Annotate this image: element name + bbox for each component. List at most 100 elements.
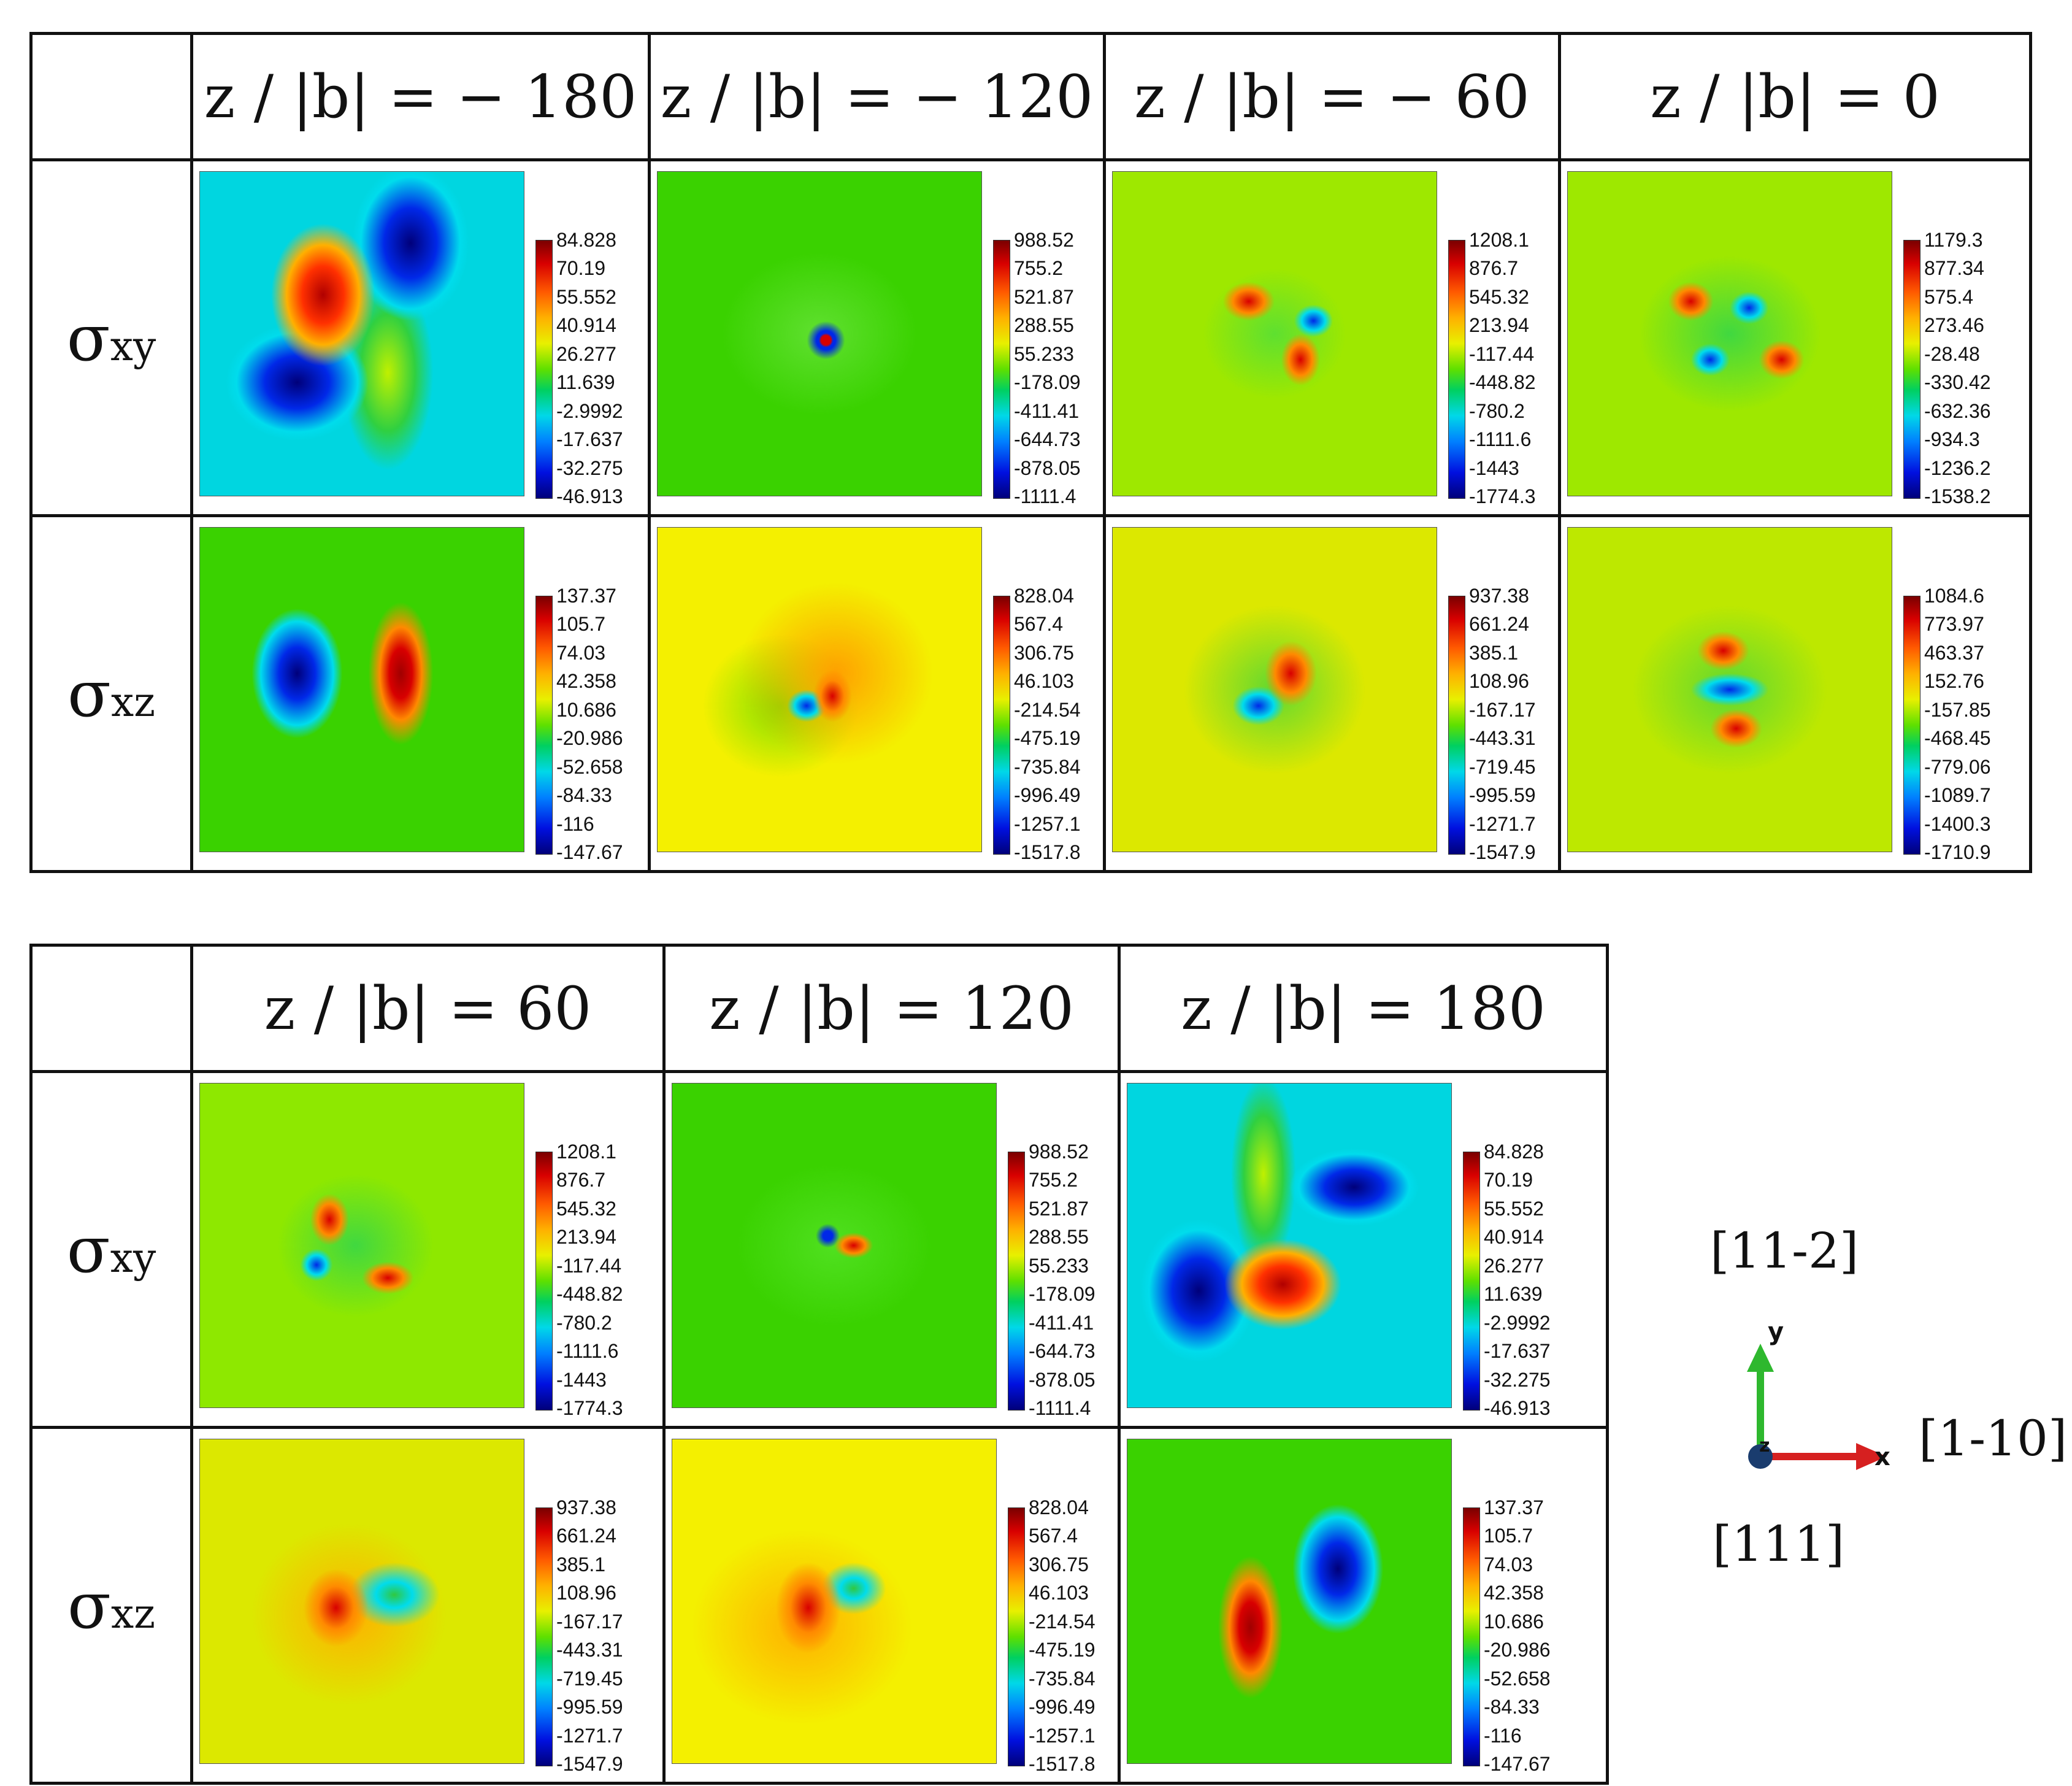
- colorbar-tick-label: 40.914: [1484, 1226, 1544, 1249]
- row-label-sigma-xz: σxz: [29, 514, 193, 873]
- bottom-table: z / |b| = 60 z / |b| = 120 z / |b| = 180…: [29, 944, 1609, 1785]
- sigma-xy-row: σxy 1208.1 876.7 545.32 213.94 -117.44 -448.8…: [29, 1070, 1609, 1429]
- stress-contour-map: [199, 171, 524, 496]
- colorbar-ticks: 937.38 661.24 385.1 108.96 -167.17 -443.31 -71…: [556, 1498, 623, 1774]
- colorbar-tick-label: 10.686: [556, 698, 616, 721]
- column-header: z / |b| = 60: [190, 944, 666, 1073]
- colorbar-tick-label: 152.76: [1924, 670, 1984, 693]
- axis-letter-x: x: [1874, 1443, 1890, 1471]
- colorbar-tick-label: -411.41: [1014, 399, 1080, 422]
- colorbar-tick-label: -157.85: [1924, 698, 1991, 721]
- colorbar-tick-label: -147.67: [556, 841, 623, 863]
- stress-contour-map: [199, 527, 524, 852]
- colorbar-tick-label: 1084.6: [1924, 585, 1984, 607]
- colorbar-tick-label: -996.49: [1014, 784, 1081, 807]
- colorbar-tick-label: -995.59: [556, 1696, 623, 1719]
- colorbar-tick-label: 105.7: [1484, 1525, 1533, 1547]
- colorbar: [535, 240, 553, 499]
- colorbar: [1903, 240, 1920, 499]
- colorbar-tick-label: 773.97: [1924, 613, 1984, 636]
- colorbar-tick-label: -632.36: [1924, 399, 1991, 422]
- stress-panel: 828.04 567.4 306.75 46.103 -214.54 -475.19 -73…: [648, 514, 1106, 873]
- colorbar-tick-label: -46.913: [1484, 1396, 1551, 1419]
- sigma-xy-row: σxy 84.828 70.19 55.552 40.914 26.277 11.639 -…: [29, 158, 2032, 517]
- colorbar-tick-label: -1111.4: [1014, 485, 1076, 507]
- colorbar-ticks: 988.52 755.2 521.87 288.55 55.233 -178.09 -411…: [1014, 230, 1081, 506]
- colorbar-tick-label: -1774.3: [556, 1396, 623, 1419]
- colorbar-tick-label: -719.45: [556, 1667, 623, 1690]
- z-direction-label: [111]: [1713, 1515, 1845, 1572]
- colorbar-tick-label: 463.37: [1924, 641, 1984, 664]
- colorbar-tick-label: -1517.8: [1029, 1752, 1095, 1775]
- y-arrowhead: [1747, 1344, 1774, 1372]
- colorbar: [1463, 1152, 1480, 1411]
- colorbar-tick-label: -167.17: [556, 1610, 623, 1633]
- stress-contour-map: [657, 171, 982, 496]
- stress-panel: 1208.1 876.7 545.32 213.94 -117.44 -448.82 -78…: [1103, 158, 1561, 517]
- colorbar-tick-label: -1111.6: [1469, 428, 1532, 451]
- colorbar-tick-label: -20.986: [556, 727, 623, 750]
- stress-contour-map: [672, 1439, 997, 1764]
- colorbar-tick-label: 84.828: [1484, 1141, 1544, 1163]
- colorbar-tick-label: 575.4: [1924, 285, 1974, 308]
- colorbar-tick-label: -1774.3: [1469, 485, 1536, 507]
- colorbar-tick-label: -1710.9: [1924, 841, 1991, 863]
- column-header: z / |b| = 120: [662, 944, 1121, 1073]
- colorbar-tick-label: -1271.7: [1469, 812, 1536, 835]
- colorbar-ticks: 1208.1 876.7 545.32 213.94 -117.44 -448.82 -78…: [556, 1142, 623, 1418]
- colorbar-tick-label: 55.233: [1014, 342, 1074, 365]
- colorbar-tick-label: -644.73: [1029, 1340, 1095, 1363]
- colorbar-tick-label: 567.4: [1014, 613, 1064, 636]
- sigma-xz-row: σxz 137.37 105.7 74.03 42.358 10.686 -20.986 -…: [29, 514, 2032, 873]
- colorbar-tick-label: -52.658: [1484, 1667, 1551, 1690]
- colorbar-tick-label: -1400.3: [1924, 812, 1991, 835]
- stress-contour-map: [1112, 171, 1437, 496]
- colorbar: [993, 596, 1010, 855]
- colorbar-tick-label: 661.24: [556, 1525, 616, 1547]
- colorbar-tick-label: 876.7: [1469, 257, 1519, 280]
- colorbar-tick-label: 545.32: [1469, 285, 1529, 308]
- colorbar-tick-label: -84.33: [556, 784, 612, 807]
- colorbar-tick-label: -214.54: [1014, 698, 1081, 721]
- colorbar-ticks: 1179.3 877.34 575.4 273.46 -28.48 -330.42 -632…: [1924, 230, 1991, 506]
- colorbar-tick-label: -735.84: [1029, 1667, 1095, 1690]
- colorbar-tick-label: -17.637: [556, 428, 623, 451]
- header-row: z / |b| = − 180 z / |b| = − 120 z / |b| …: [29, 32, 2032, 161]
- colorbar-tick-label: -178.09: [1014, 371, 1081, 394]
- colorbar-tick-label: -934.3: [1924, 428, 1980, 451]
- y-direction-label: [11-2]: [1710, 1222, 1859, 1279]
- stress-panel: 137.37 105.7 74.03 42.358 10.686 -20.986 -52.6…: [190, 514, 651, 873]
- colorbar-tick-label: 937.38: [1469, 585, 1529, 607]
- stress-panel: 1179.3 877.34 575.4 273.46 -28.48 -330.42 -632…: [1558, 158, 2032, 517]
- header-row: z / |b| = 60 z / |b| = 120 z / |b| = 180: [29, 944, 1609, 1073]
- colorbar-tick-label: 988.52: [1014, 229, 1074, 251]
- colorbar-tick-label: 1208.1: [556, 1141, 616, 1163]
- colorbar-tick-label: 988.52: [1029, 1141, 1089, 1163]
- colorbar-tick-label: 877.34: [1924, 257, 1984, 280]
- colorbar-ticks: 1084.6 773.97 463.37 152.76 -157.85 -468.45 -7…: [1924, 586, 1991, 862]
- colorbar-tick-label: -1538.2: [1924, 485, 1991, 507]
- colorbar-tick-label: -779.06: [1924, 755, 1991, 778]
- colorbar-tick-label: -644.73: [1014, 428, 1081, 451]
- colorbar-tick-label: -17.637: [1484, 1340, 1551, 1363]
- sigma-xz-row: σxz 937.38 661.24 385.1 108.96 -167.17 -443.3…: [29, 1426, 1609, 1785]
- colorbar-tick-label: 74.03: [1484, 1553, 1533, 1576]
- row-label-sigma-xz: σxz: [29, 1426, 193, 1785]
- colorbar-tick-label: 105.7: [556, 613, 606, 636]
- stress-contour-map: [1127, 1439, 1452, 1764]
- colorbar-tick-label: 46.103: [1029, 1582, 1089, 1604]
- colorbar-tick-label: -996.49: [1029, 1696, 1095, 1719]
- stress-panel: 84.828 70.19 55.552 40.914 26.277 11.639 -2.99…: [190, 158, 651, 517]
- colorbar-tick-label: 273.46: [1924, 314, 1984, 337]
- colorbar-tick-label: -443.31: [556, 1639, 623, 1661]
- colorbar-tick-label: 11.639: [1484, 1283, 1543, 1306]
- stress-contour-map: [1127, 1083, 1452, 1408]
- corner-cell: [29, 32, 193, 161]
- colorbar: [535, 1507, 553, 1766]
- colorbar: [1008, 1152, 1025, 1411]
- corner-cell: [29, 944, 193, 1073]
- colorbar-tick-label: -878.05: [1014, 456, 1081, 479]
- row-label-sigma-xy: σxy: [29, 1070, 193, 1429]
- colorbar-tick-label: 288.55: [1014, 314, 1074, 337]
- row-label-sigma-xy: σxy: [29, 158, 193, 517]
